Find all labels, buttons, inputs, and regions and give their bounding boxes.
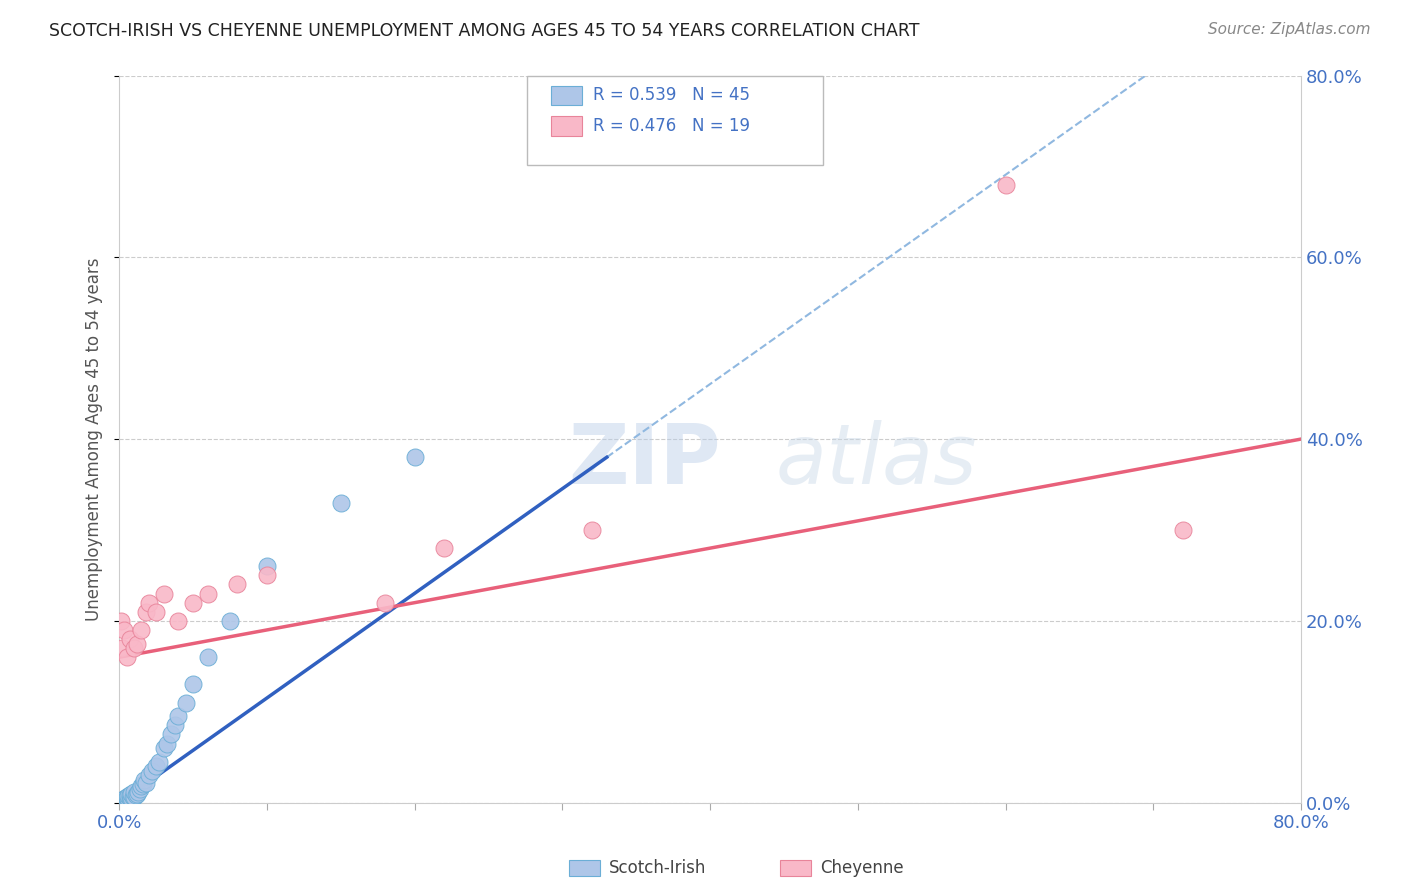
Point <box>167 614 190 628</box>
Point <box>115 793 138 807</box>
Point <box>145 605 167 619</box>
Point <box>122 785 145 799</box>
Point <box>155 737 177 751</box>
Point <box>581 523 603 537</box>
Point <box>111 794 134 808</box>
Point <box>404 450 426 465</box>
Point <box>110 794 132 808</box>
Point <box>226 577 249 591</box>
Point <box>329 496 352 510</box>
Point <box>118 632 141 646</box>
Point <box>433 541 456 555</box>
Point <box>111 641 134 656</box>
Point <box>994 178 1017 192</box>
Point <box>115 790 138 805</box>
Point <box>1171 523 1194 537</box>
Point <box>181 596 204 610</box>
Point <box>138 768 160 782</box>
Text: SCOTCH-IRISH VS CHEYENNE UNEMPLOYMENT AMONG AGES 45 TO 54 YEARS CORRELATION CHAR: SCOTCH-IRISH VS CHEYENNE UNEMPLOYMENT AM… <box>49 22 920 40</box>
Point <box>197 586 219 600</box>
Text: Cheyenne: Cheyenne <box>820 859 903 877</box>
Point <box>111 793 134 807</box>
Point <box>112 623 135 637</box>
Point <box>125 787 148 801</box>
Point <box>124 789 146 803</box>
Point <box>129 781 152 796</box>
Point <box>132 777 155 791</box>
Point <box>138 596 160 610</box>
Point <box>167 709 190 723</box>
Point <box>112 794 135 808</box>
Point <box>122 790 145 805</box>
Text: Source: ZipAtlas.com: Source: ZipAtlas.com <box>1208 22 1371 37</box>
Point <box>121 790 143 805</box>
Point <box>114 791 136 805</box>
Point <box>110 795 132 809</box>
Point <box>197 650 219 665</box>
Point <box>135 605 157 619</box>
Point <box>174 696 197 710</box>
Point <box>112 792 135 806</box>
Point <box>127 785 149 799</box>
Text: atlas: atlas <box>775 420 977 501</box>
Point <box>152 586 174 600</box>
Point <box>122 641 145 656</box>
Point <box>120 791 142 805</box>
Text: Scotch-Irish: Scotch-Irish <box>609 859 706 877</box>
Point <box>219 614 242 628</box>
Point <box>117 789 139 804</box>
Point <box>117 792 139 806</box>
Text: R = 0.476   N = 19: R = 0.476 N = 19 <box>593 117 751 135</box>
Point <box>114 793 136 807</box>
Point <box>135 775 157 789</box>
Point <box>145 759 167 773</box>
Point <box>134 772 156 787</box>
Point <box>256 568 278 582</box>
Point <box>112 793 135 807</box>
Point <box>181 677 204 691</box>
Point <box>131 779 153 793</box>
Point <box>131 623 153 637</box>
Point <box>160 727 183 741</box>
Point <box>118 791 141 805</box>
Point <box>115 792 138 806</box>
Point <box>165 718 187 732</box>
Point <box>125 636 148 650</box>
Point <box>120 788 142 802</box>
Y-axis label: Unemployment Among Ages 45 to 54 years: Unemployment Among Ages 45 to 54 years <box>86 257 103 621</box>
Point <box>256 559 278 574</box>
Text: R = 0.539   N = 45: R = 0.539 N = 45 <box>593 87 751 104</box>
Text: ZIP: ZIP <box>568 420 721 501</box>
Point <box>148 755 170 769</box>
Point <box>118 789 141 803</box>
Point <box>374 596 396 610</box>
Point <box>110 614 132 628</box>
Point <box>115 650 138 665</box>
Point <box>152 741 174 756</box>
Point <box>141 764 163 778</box>
